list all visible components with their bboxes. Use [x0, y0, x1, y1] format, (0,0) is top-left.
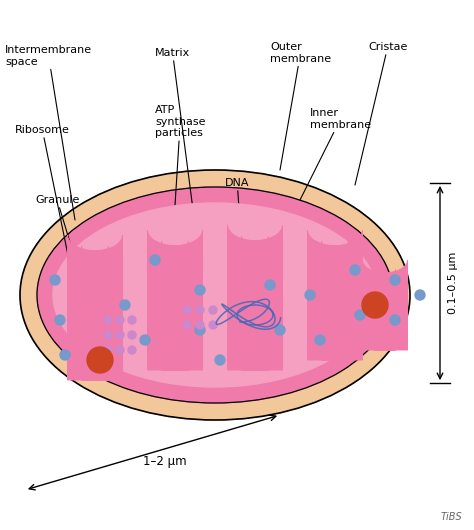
Polygon shape	[147, 230, 202, 370]
Circle shape	[390, 275, 400, 285]
Circle shape	[195, 325, 205, 335]
Ellipse shape	[53, 203, 377, 387]
Circle shape	[128, 316, 136, 324]
Circle shape	[315, 335, 325, 345]
Polygon shape	[363, 260, 408, 350]
Circle shape	[120, 300, 130, 310]
Text: Matrix: Matrix	[155, 48, 195, 225]
Circle shape	[116, 331, 124, 339]
Circle shape	[60, 350, 70, 360]
Circle shape	[116, 346, 124, 354]
Text: DNA: DNA	[225, 178, 249, 295]
Circle shape	[104, 346, 112, 354]
Circle shape	[390, 315, 400, 325]
Circle shape	[183, 321, 191, 329]
Circle shape	[415, 290, 425, 300]
Circle shape	[196, 321, 204, 329]
Text: Inner
membrane: Inner membrane	[300, 108, 371, 200]
Text: 1–2 μm: 1–2 μm	[143, 455, 187, 469]
Circle shape	[305, 290, 315, 300]
Circle shape	[209, 321, 217, 329]
Circle shape	[350, 265, 360, 275]
Text: Cristae: Cristae	[355, 42, 407, 185]
Circle shape	[275, 325, 285, 335]
Circle shape	[55, 315, 65, 325]
Text: Granule: Granule	[35, 195, 95, 325]
Circle shape	[265, 280, 275, 290]
Ellipse shape	[20, 170, 410, 420]
Circle shape	[87, 347, 113, 373]
Text: TiBS: TiBS	[440, 512, 462, 522]
Circle shape	[104, 331, 112, 339]
Circle shape	[215, 355, 225, 365]
Circle shape	[104, 316, 112, 324]
Circle shape	[140, 335, 150, 345]
Polygon shape	[67, 235, 122, 380]
Text: ATP
synthase
particles: ATP synthase particles	[155, 105, 206, 285]
Ellipse shape	[37, 187, 393, 403]
Text: Intermembrane
space: Intermembrane space	[5, 45, 92, 220]
Circle shape	[128, 346, 136, 354]
Circle shape	[116, 316, 124, 324]
Text: Ribosome: Ribosome	[15, 125, 70, 265]
Polygon shape	[228, 225, 283, 370]
Circle shape	[196, 306, 204, 314]
Circle shape	[50, 275, 60, 285]
Circle shape	[128, 331, 136, 339]
Polygon shape	[308, 230, 363, 360]
Circle shape	[195, 285, 205, 295]
Circle shape	[362, 292, 388, 318]
Circle shape	[209, 306, 217, 314]
Text: 0.1–0.5 μm: 0.1–0.5 μm	[448, 252, 458, 314]
Circle shape	[355, 310, 365, 320]
Text: Outer
membrane: Outer membrane	[270, 42, 331, 170]
Circle shape	[183, 306, 191, 314]
Circle shape	[150, 255, 160, 265]
